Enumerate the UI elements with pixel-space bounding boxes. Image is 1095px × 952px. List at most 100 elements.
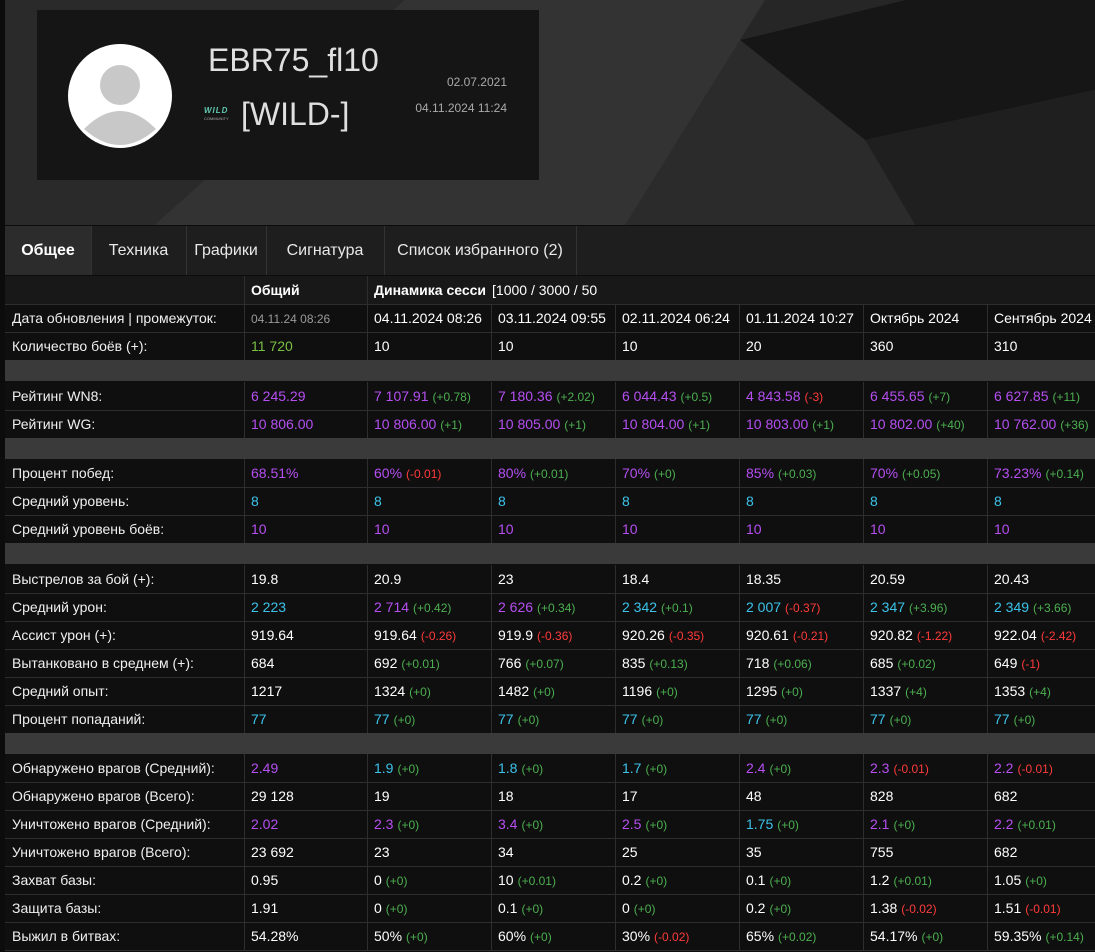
- stat-delta: (+0): [777, 818, 799, 832]
- stat-cell: 10: [368, 515, 492, 543]
- stat-cell: 1196 (+0): [616, 676, 740, 705]
- stat-value: 77: [251, 710, 267, 727]
- stat-value: 2 007: [746, 598, 782, 615]
- stat-value: 766: [498, 654, 522, 671]
- stat-value: Октябрь 2024: [870, 310, 960, 326]
- stat-value: 1353: [994, 682, 1026, 699]
- stat-row: Средний уровень боёв: 10 10 10 10 10 10 10: [5, 515, 1095, 544]
- stat-value: 03.11.2024 09:55: [498, 310, 606, 326]
- stat-cell: 10 802.00 (+40): [864, 409, 988, 438]
- stat-value: 8: [870, 493, 878, 509]
- profile-card: EBR75_fl10 WILD COMMUNITY [WILD-] 02.07.…: [37, 10, 539, 180]
- stat-cell: 310: [988, 332, 1095, 360]
- stat-delta: (+0): [645, 762, 668, 776]
- stat-value: 10 806.00: [374, 415, 437, 432]
- stat-value: 920.82: [870, 626, 913, 643]
- stat-value: 20.59: [870, 570, 906, 587]
- stat-cell: 29 128: [245, 782, 368, 810]
- stat-cell: 718 (+0.06): [740, 648, 864, 677]
- row-label: Выжил в битвах:: [5, 922, 245, 950]
- row-label: Выстрелов за бой (+):: [5, 564, 245, 593]
- stat-cell: 35: [740, 838, 864, 866]
- stat-row: Защита базы: 1.91 0 (+0) 0.1 (+0) 0 (+0) 0.2 (+0)…: [5, 894, 1095, 923]
- stat-cell: 1.91: [245, 894, 368, 922]
- row-label: Средний урон:: [5, 592, 245, 621]
- stat-cell: 1337 (+4): [864, 676, 988, 705]
- stat-value: 2 347: [870, 598, 906, 615]
- stat-cell: 10: [492, 332, 616, 360]
- stat-cell: 1.2 (+0.01): [864, 866, 988, 894]
- stat-value: 18.35: [746, 570, 782, 587]
- stat-cell: 8: [864, 487, 988, 515]
- stat-cell: 10 805.00 (+1): [492, 409, 616, 438]
- stat-value: 23 692: [251, 844, 294, 860]
- stat-value: 2 342: [622, 598, 658, 615]
- row-label: Уничтожено врагов (Средний):: [5, 810, 245, 838]
- stat-value: 684: [251, 654, 275, 671]
- stat-value: 77: [870, 710, 886, 727]
- stat-cell: 1482 (+0): [492, 676, 616, 705]
- stat-delta: (+0): [530, 930, 552, 944]
- stat-cell: 0.2 (+0): [616, 866, 740, 894]
- stat-value: 20: [746, 338, 762, 354]
- tab[interactable]: Техника: [91, 226, 187, 275]
- stat-value: 1295: [746, 682, 778, 699]
- stat-value: 1.51: [994, 900, 1022, 916]
- stat-value: 0: [374, 900, 382, 916]
- stat-value: 682: [994, 844, 1018, 860]
- stat-value: 0.2: [746, 900, 766, 916]
- stat-row: Процент побед: 68.51% 60% (-0.01) 80% (+0.01)…: [5, 459, 1095, 488]
- stat-value: 2.4: [746, 760, 766, 776]
- stat-cell: 10: [245, 515, 368, 543]
- row-label: Средний уровень:: [5, 487, 245, 515]
- stat-cell: 7 107.91 (+0.78): [368, 381, 492, 410]
- stat-cell: 1.05 (+0): [988, 866, 1095, 894]
- stat-delta: (+0.1): [661, 600, 693, 615]
- stat-cell: 2.49: [245, 754, 368, 782]
- stat-cell: 682: [988, 838, 1095, 866]
- tab[interactable]: Сигнатура: [266, 226, 385, 275]
- stat-row: Рейтинг WG: 10 806.00 10 806.00 (+1) 10 805.…: [5, 409, 1095, 439]
- stat-value: 1.38: [870, 900, 898, 916]
- stat-cell: 70% (+0): [616, 459, 740, 487]
- stat-value: 54.28%: [251, 928, 299, 944]
- stat-value: 59.35%: [994, 928, 1042, 944]
- stat-value: 1482: [498, 682, 530, 699]
- stat-value: 10: [374, 338, 390, 354]
- stat-cell: 0.95: [245, 866, 368, 894]
- stat-value: 310: [994, 338, 1018, 354]
- stat-cell: 80% (+0.01): [492, 459, 616, 487]
- stat-value: 10: [870, 521, 886, 537]
- stat-delta: (+0): [385, 902, 408, 916]
- stat-value: 54.17%: [870, 928, 918, 944]
- tab[interactable]: Графики: [186, 226, 267, 275]
- tab[interactable]: Общее: [5, 226, 92, 275]
- stat-cell: 7 180.36 (+2.02): [492, 381, 616, 410]
- stat-value: 3.4: [498, 816, 518, 832]
- tab[interactable]: Список избранного (2): [384, 226, 577, 275]
- stat-value: 920.26: [622, 626, 665, 643]
- header-row: Общий Динамика сесси [1000 / 3000 / 50: [5, 276, 1095, 305]
- stat-value: 1337: [870, 682, 902, 699]
- stats-table: Общий Динамика сесси [1000 / 3000 / 50 Дата…: [5, 276, 1095, 952]
- stat-value: 04.11.2024 08:26: [374, 310, 482, 326]
- stat-cell: 01.11.2024 10:27: [740, 304, 864, 332]
- stat-value: 1.05: [994, 872, 1022, 888]
- stat-value: 2.2: [994, 760, 1014, 776]
- stat-cell: 18: [492, 782, 616, 810]
- stat-cell: 2 342 (+0.1): [616, 592, 740, 621]
- stat-delta: (+0): [397, 762, 420, 776]
- stat-value: 70%: [870, 465, 899, 481]
- stat-cell: 2.1 (+0): [864, 810, 988, 838]
- stat-delta: (+0): [397, 818, 420, 832]
- stat-cell: 77 (+0): [864, 704, 988, 733]
- stat-cell: 59.35% (+0.14): [988, 922, 1095, 950]
- stat-value: 20.43: [994, 570, 1030, 587]
- stat-cell: 6 044.43 (+0.5): [616, 381, 740, 410]
- stat-value: 23: [498, 570, 514, 587]
- stat-cell: 828: [864, 782, 988, 810]
- stat-value: 10 806.00: [251, 415, 314, 432]
- stat-cell: 77 (+0): [368, 704, 492, 733]
- stat-cell: 11 720: [245, 332, 368, 360]
- stat-value: 2 349: [994, 598, 1030, 615]
